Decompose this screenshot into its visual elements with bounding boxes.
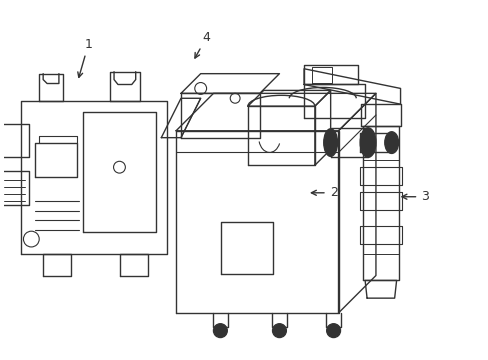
- Circle shape: [213, 324, 227, 338]
- Ellipse shape: [360, 128, 375, 157]
- Polygon shape: [120, 254, 147, 275]
- Polygon shape: [82, 112, 156, 232]
- Polygon shape: [247, 90, 330, 106]
- Ellipse shape: [323, 129, 337, 156]
- Polygon shape: [161, 98, 200, 138]
- Circle shape: [326, 324, 340, 338]
- Polygon shape: [181, 93, 259, 138]
- Polygon shape: [304, 85, 365, 118]
- Polygon shape: [360, 167, 401, 185]
- Text: 3: 3: [401, 190, 428, 203]
- Polygon shape: [360, 133, 391, 152]
- Polygon shape: [365, 280, 396, 298]
- Text: 4: 4: [195, 31, 210, 58]
- Polygon shape: [361, 104, 400, 126]
- Ellipse shape: [384, 132, 398, 153]
- Polygon shape: [176, 93, 375, 131]
- Polygon shape: [247, 106, 314, 165]
- Polygon shape: [221, 222, 272, 274]
- Polygon shape: [330, 128, 367, 157]
- Polygon shape: [39, 74, 63, 101]
- Polygon shape: [338, 93, 375, 313]
- Polygon shape: [360, 226, 401, 244]
- Polygon shape: [176, 131, 338, 313]
- Polygon shape: [363, 126, 398, 280]
- Polygon shape: [35, 143, 77, 177]
- Polygon shape: [311, 67, 331, 82]
- Text: 1: 1: [78, 38, 92, 77]
- Polygon shape: [0, 124, 29, 157]
- Polygon shape: [43, 254, 71, 275]
- Text: 2: 2: [311, 186, 337, 199]
- Circle shape: [272, 324, 286, 338]
- Polygon shape: [304, 65, 358, 85]
- Polygon shape: [0, 171, 29, 204]
- Polygon shape: [304, 69, 400, 104]
- Polygon shape: [360, 192, 401, 210]
- Polygon shape: [314, 90, 330, 165]
- Polygon shape: [181, 74, 279, 93]
- Polygon shape: [21, 101, 167, 254]
- Polygon shape: [110, 72, 140, 101]
